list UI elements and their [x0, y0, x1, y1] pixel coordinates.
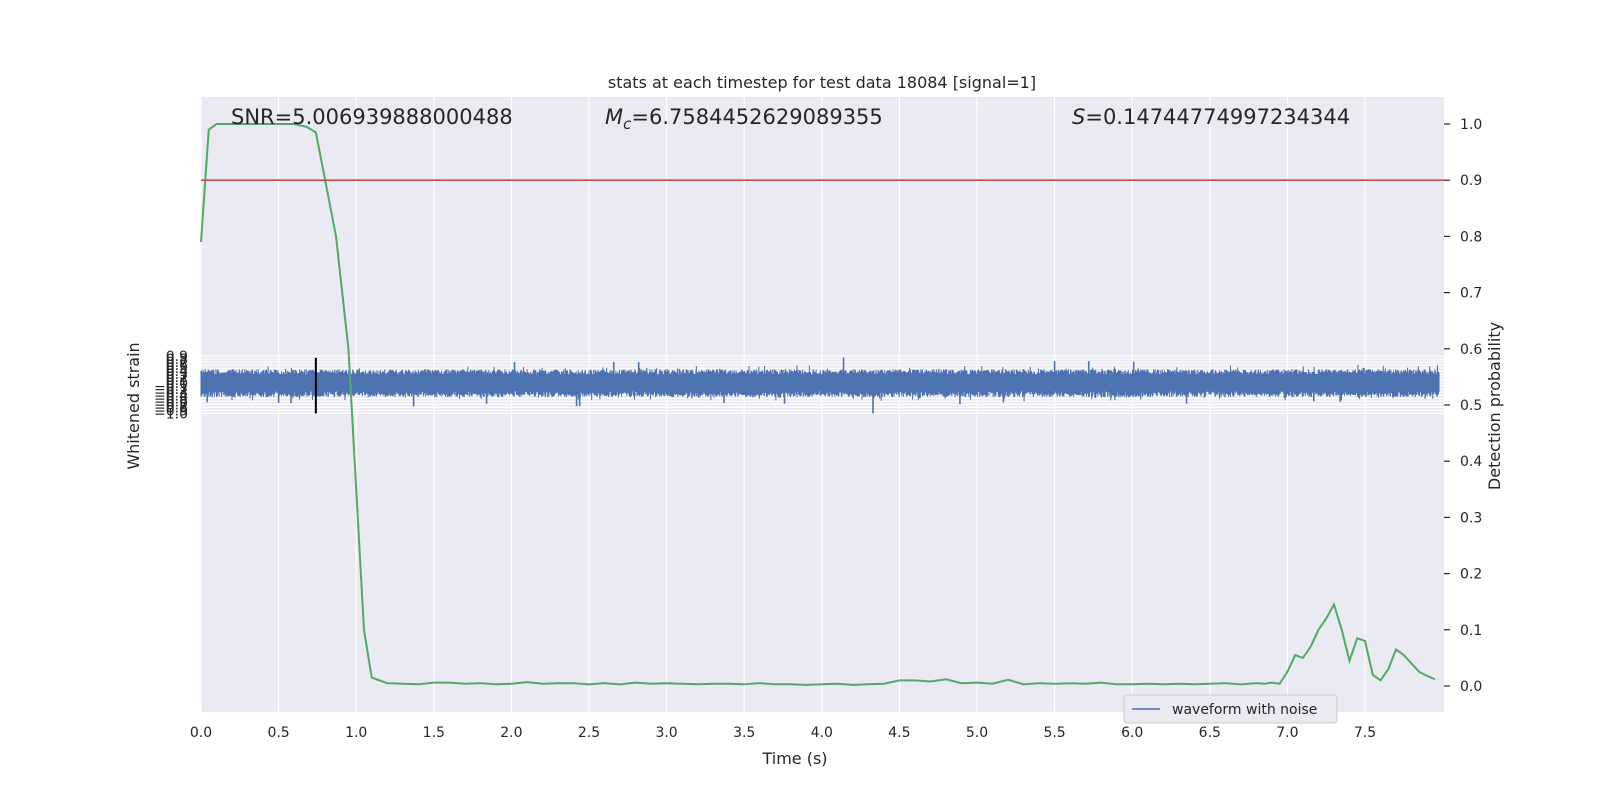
x-tick-label: 1.5: [423, 725, 445, 741]
legend: waveform with noise: [1123, 694, 1338, 724]
y-tick-label: 0.1: [166, 373, 188, 389]
waveform-core: [201, 374, 1440, 392]
y-tick-label: −0.8: [154, 400, 188, 416]
x-tick-label: 3.0: [655, 725, 677, 741]
y2-tick-label: 0.2: [1460, 567, 1482, 583]
x-tick-label: 1.0: [345, 725, 367, 741]
y-tick-label: 0.2: [166, 370, 188, 386]
y-tick-label: −0.1: [154, 379, 188, 395]
y-tick-label: 0.4: [166, 364, 188, 380]
x-tick-label: 3.5: [733, 725, 755, 741]
s-annotation: S=0.14744774997234344: [1072, 105, 1350, 129]
y2-tick-label: 0.8: [1460, 229, 1482, 245]
y-tick-label: −0.9: [154, 403, 188, 419]
y2-tick-label: 0.9: [1460, 173, 1482, 189]
y-tick-label: −0.4: [154, 388, 188, 404]
y2-axis-title: Detection probability: [1485, 322, 1504, 490]
y-tick-label: 0.6: [166, 358, 188, 374]
x-tick-label: 2.0: [500, 725, 522, 741]
y-tick-label: 0.9: [166, 349, 188, 365]
y-tick-label: 0.7: [166, 355, 188, 371]
x-tick-label: 0.5: [267, 725, 289, 741]
x-tick-label: 5.5: [1043, 725, 1065, 741]
y-tick-label: −1.0: [154, 406, 188, 422]
snr-annotation: SNR=5.006939888000488: [231, 105, 513, 129]
x-tick-label: 6.5: [1199, 725, 1221, 741]
y-tick-label: 0.8: [166, 352, 188, 368]
legend-label: waveform with noise: [1172, 702, 1317, 718]
y2-tick-label: 0.3: [1460, 510, 1482, 526]
legend-box: [1123, 694, 1338, 724]
y-axis-ticks: 0.90.80.70.60.50.40.30.20.10.0−0.1−0.2−0…: [154, 349, 188, 422]
x-tick-label: 6.0: [1121, 725, 1143, 741]
chirp-mass-annotation: Mc=6.7584452629089355: [605, 105, 883, 133]
x-tick-label: 7.5: [1354, 725, 1376, 741]
y-tick-label: −0.7: [154, 397, 188, 413]
y-tick-label: −0.5: [154, 391, 188, 407]
y-tick-label: 0.0: [166, 376, 188, 392]
y2-tick-label: 0.0: [1460, 679, 1482, 695]
y2-axis-ticks: 1.0 0.9 0.8 0.7 0.6 0.5 0.4 0.3 0.2 0.1 0.0: [1444, 117, 1482, 695]
y2-tick-label: 0.4: [1460, 454, 1482, 470]
y2-tick-label: 0.7: [1460, 286, 1482, 302]
y2-tick-label: 0.6: [1460, 342, 1482, 358]
y2-tick-label: 0.1: [1460, 623, 1482, 639]
y-tick-label: −0.3: [154, 385, 188, 401]
x-tick-label: 4.0: [811, 725, 833, 741]
x-tick-label: 0.0: [190, 725, 212, 741]
probability-line: [200, 123, 1436, 686]
probability-series: [200, 123, 1436, 686]
x-tick-label: 4.5: [888, 725, 910, 741]
x-tick-label: 7.0: [1276, 725, 1298, 741]
x-tick-label: 2.5: [578, 725, 600, 741]
x-tick-label: 5.0: [966, 725, 988, 741]
x-axis-title: Time (s): [761, 749, 827, 768]
y-tick-label: 0.5: [166, 361, 188, 377]
y-tick-label: −0.2: [154, 382, 188, 398]
waveform-series: [200, 357, 1440, 414]
y2-tick-label: 0.5: [1460, 398, 1482, 414]
x-axis-ticks: 0.0 0.5 1.0 1.5 2.0 2.5 3.0 3.5 4.0 4.5 5.0 5.5 6.0 6…: [190, 725, 1376, 741]
y-tick-label: −0.6: [154, 394, 188, 410]
y-tick-label: 0.3: [166, 367, 188, 383]
y2-tick-label: 1.0: [1460, 117, 1482, 133]
y-axis-title: Whitened strain: [124, 342, 143, 469]
chart-title: stats at each timestep for test data 180…: [608, 73, 1036, 92]
